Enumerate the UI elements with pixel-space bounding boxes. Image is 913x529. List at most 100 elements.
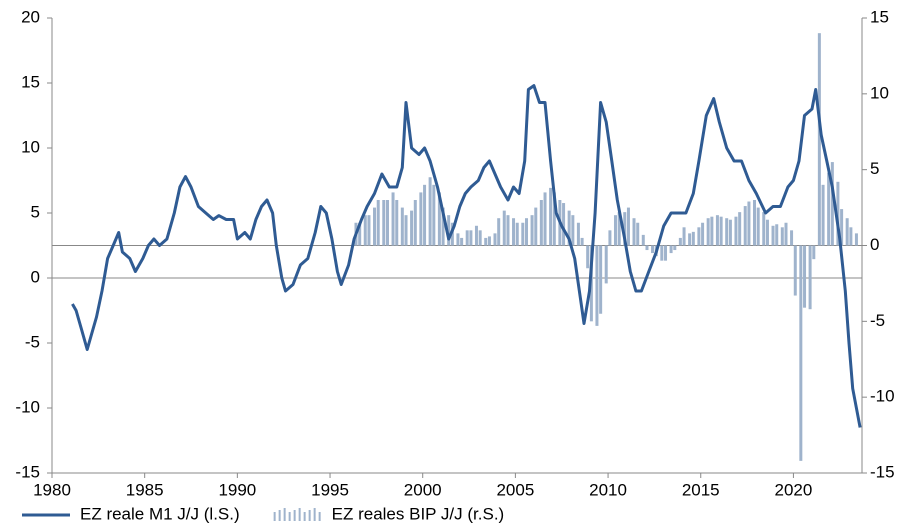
bar	[385, 200, 389, 246]
bar	[604, 245, 608, 284]
bar	[725, 218, 729, 246]
x-tick-label: 1995	[311, 480, 349, 499]
bar	[664, 245, 668, 261]
bar	[599, 245, 603, 314]
x-tick-label: 1990	[218, 480, 256, 499]
bar	[474, 225, 478, 246]
bar	[367, 215, 371, 246]
bar	[840, 209, 844, 246]
legend-label: EZ reales BIP J/J (r.S.)	[332, 504, 505, 523]
bar	[512, 218, 516, 246]
bar	[534, 207, 538, 246]
bar	[447, 215, 451, 246]
x-tick-label: 2000	[404, 480, 442, 499]
legend-swatch	[313, 508, 316, 521]
bar	[673, 245, 677, 251]
bar	[382, 200, 386, 246]
x-tick-label: 1985	[126, 480, 164, 499]
y-tick-label: -5	[25, 332, 40, 351]
bar	[552, 192, 556, 246]
bar	[830, 162, 834, 246]
x-tick-label: 2010	[589, 480, 627, 499]
bar	[728, 219, 732, 246]
y-tick-label: -10	[15, 397, 40, 416]
x-tick-label: 1980	[33, 480, 71, 499]
bar	[790, 230, 794, 246]
bar	[836, 181, 840, 246]
legend-swatch	[293, 510, 296, 521]
bar	[358, 222, 362, 246]
bar	[688, 233, 692, 246]
bar	[734, 216, 738, 246]
bar	[817, 33, 821, 246]
legend-swatch	[283, 508, 286, 521]
legend-swatch	[318, 512, 321, 521]
bar	[669, 245, 673, 254]
bar	[626, 207, 630, 246]
bar	[682, 227, 686, 246]
legend-label: EZ reale M1 J/J (l.S.)	[80, 504, 240, 523]
bar	[376, 200, 380, 246]
bar	[706, 218, 710, 246]
bar	[608, 230, 612, 246]
bar	[617, 212, 621, 246]
y2-tick-label: 5	[870, 159, 879, 178]
bar	[441, 207, 445, 246]
legend-swatch	[298, 508, 301, 521]
bar	[484, 237, 488, 246]
y2-tick-label: 10	[870, 83, 889, 102]
bar	[701, 222, 705, 246]
bar	[437, 192, 441, 246]
bar	[428, 177, 432, 246]
line	[71, 84, 862, 428]
bar	[854, 233, 858, 246]
bar	[395, 200, 399, 246]
bar	[525, 218, 529, 246]
x-tick-label: 2015	[682, 480, 720, 499]
bar	[497, 218, 501, 246]
bar	[697, 227, 701, 246]
bar	[710, 216, 714, 246]
bar	[493, 233, 497, 246]
y-tick-label: 20	[21, 7, 40, 26]
bar	[363, 215, 367, 246]
bar	[636, 222, 640, 246]
bar	[784, 222, 788, 246]
bar	[613, 215, 617, 246]
bar	[756, 207, 760, 246]
bar	[469, 230, 473, 246]
bar	[521, 222, 525, 246]
bar	[660, 245, 664, 261]
bar	[549, 187, 553, 246]
bar	[419, 192, 423, 246]
y-tick-label: 15	[21, 72, 40, 91]
bar	[506, 215, 510, 246]
bar	[410, 210, 414, 246]
bar	[391, 192, 395, 246]
bar	[623, 212, 627, 246]
bar	[719, 216, 723, 246]
y2-tick-label: 15	[870, 7, 889, 26]
legend-swatch	[273, 512, 276, 521]
bar	[645, 245, 649, 251]
bar	[691, 231, 695, 246]
bar	[827, 172, 831, 246]
bar	[543, 192, 547, 246]
bar	[460, 237, 464, 246]
bar	[738, 212, 742, 246]
y-tick-label: 0	[31, 267, 40, 286]
bar	[641, 234, 645, 246]
bar	[404, 215, 408, 246]
bar	[812, 245, 816, 260]
bar	[571, 215, 575, 246]
bar	[373, 207, 377, 246]
bar	[539, 200, 543, 246]
y-tick-label: 10	[21, 137, 40, 156]
y2-tick-label: -5	[870, 311, 885, 330]
bar	[413, 200, 417, 246]
bar	[487, 236, 491, 246]
bar	[808, 245, 812, 310]
bar	[780, 227, 784, 246]
y2-tick-label: -10	[870, 387, 895, 406]
